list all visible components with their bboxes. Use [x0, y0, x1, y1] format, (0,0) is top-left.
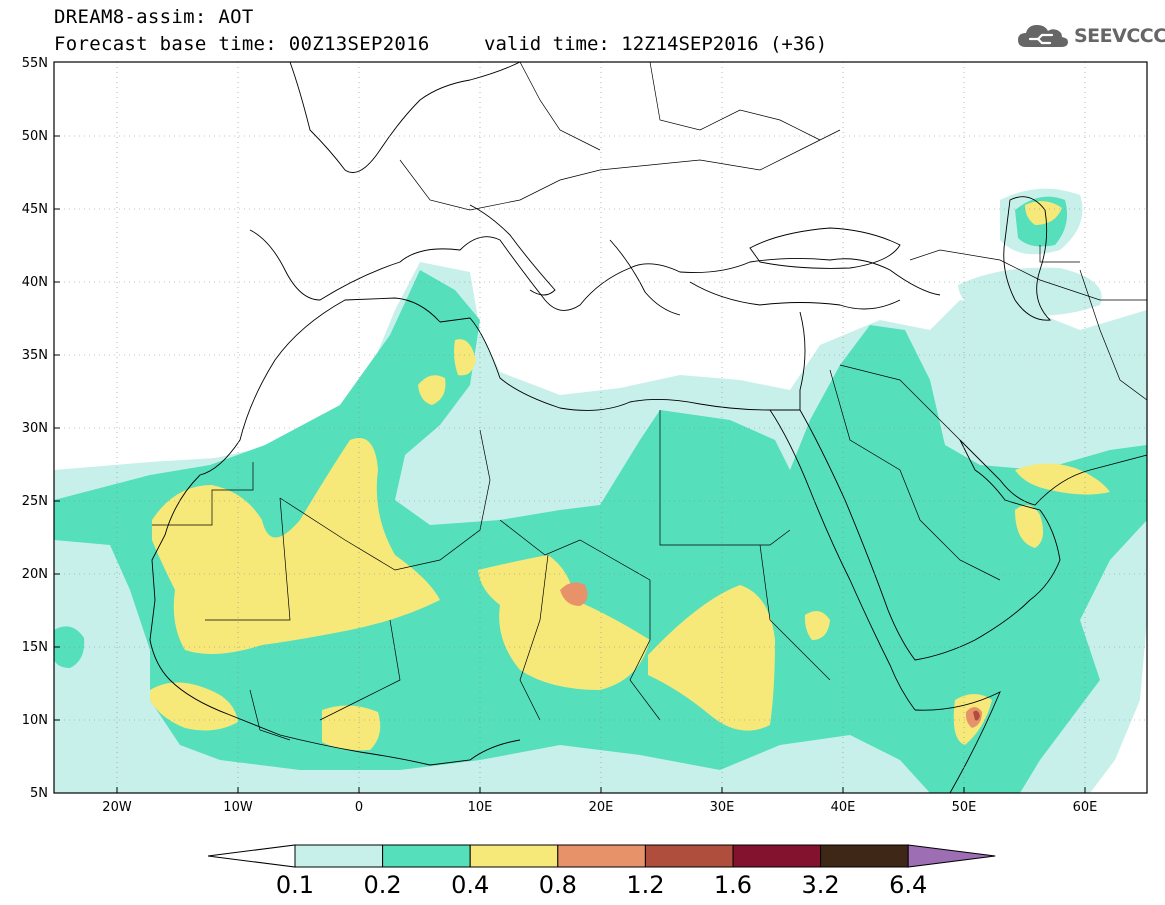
lat-label: 35N [22, 348, 48, 363]
legend-swatch [644, 844, 734, 868]
aot-band-0.4-0.8 [1015, 505, 1044, 548]
aot-band-0.2-0.4 [54, 270, 1147, 793]
legend-swatch [294, 844, 384, 868]
legend-label: 0.1 [276, 871, 314, 899]
lon-label: 10W [223, 800, 253, 815]
lon-label: 60E [1073, 800, 1098, 815]
legend-label: 1.2 [626, 871, 664, 899]
aot-band-0.4-0.8 [418, 375, 446, 405]
legend-swatch [820, 844, 909, 868]
coastline-north-africa [439, 317, 800, 411]
legend-label: 3.2 [802, 871, 840, 899]
coastline-caspian [1003, 196, 1051, 321]
lon-label: 30E [710, 800, 735, 815]
aot-band-0.8-1.2 [560, 582, 588, 606]
aot-band-0.4-0.8 [152, 438, 440, 654]
latitude-labels: 5N 10N 15N 20N 25N 30N 35N 40N 45N 50N 5… [22, 56, 48, 801]
legend-label: 0.2 [364, 871, 402, 899]
aot-band-1.2-1.6 [973, 710, 980, 721]
coastline-arabia [799, 409, 1061, 661]
cloud-icon [1018, 25, 1068, 47]
coastline-greece [609, 239, 681, 316]
lat-label: 40N [22, 275, 48, 290]
legend-label: 6.4 [889, 871, 927, 899]
aot-band-0.4-0.8 [478, 555, 650, 690]
country-borders [152, 62, 1147, 741]
lat-label: 25N [22, 494, 48, 509]
legend-swatch [207, 844, 296, 868]
color-legend: 0.1 0.2 0.4 0.8 1.2 1.6 3.2 6.4 [207, 844, 996, 899]
aot-band-0.4-0.8 [648, 585, 775, 731]
coastlines [149, 62, 1147, 793]
lon-label: 0 [355, 800, 363, 815]
legend-swatch [382, 844, 471, 868]
coastline-black-sea [749, 227, 901, 269]
tick-marks [54, 61, 1086, 794]
coastline-horn [914, 691, 1001, 793]
legend-swatch [469, 844, 559, 868]
lat-label: 50N [22, 129, 48, 144]
lat-label: 15N [22, 640, 48, 655]
legend-label: 1.6 [714, 871, 752, 899]
aot-band-0.4-0.8 [804, 611, 830, 640]
lon-label: 40E [831, 800, 856, 815]
coastline-west-africa [149, 297, 521, 766]
lon-label: 20E [589, 800, 614, 815]
aot-field [54, 188, 1147, 793]
aot-band-0.4-0.8 [1015, 463, 1110, 495]
lat-label: 30N [22, 421, 48, 436]
aot-band-0.4-0.8 [322, 705, 381, 751]
lon-label: 20W [102, 800, 132, 815]
coastline-europe [249, 229, 941, 311]
lon-label: 10E [468, 800, 493, 815]
legend-label: 0.4 [451, 871, 489, 899]
aot-band-0.4-0.8 [150, 682, 238, 731]
coastline-turkey [689, 281, 901, 310]
valid-time: valid time: 12Z14SEP2016 (+36) [484, 33, 828, 55]
lat-label: 20N [22, 567, 48, 582]
graticule [54, 62, 1147, 793]
map-title: DREAM8-assim: AOT [54, 6, 254, 28]
lat-label: 55N [22, 56, 48, 71]
longitude-labels: 20W 10W 0 10E 20E 30E 40E 50E 60E [102, 800, 1097, 815]
lat-label: 45N [22, 202, 48, 217]
seevccc-logo: SEEVCCC [1016, 21, 1165, 51]
aot-band-0.4-0.8 [1025, 201, 1062, 225]
coastline-northwest-europe [289, 62, 521, 173]
aot-band-0.1-0.2 [958, 267, 1102, 317]
logo-text: SEEVCCC [1074, 25, 1165, 47]
lat-label: 10N [22, 713, 48, 728]
lon-label: 50E [952, 800, 977, 815]
coastline-red-sea [769, 409, 916, 711]
legend-label: 0.8 [539, 871, 577, 899]
aot-band-0.4-0.8 [454, 339, 476, 376]
legend-swatch [557, 844, 646, 868]
lat-label: 5N [30, 786, 48, 801]
legend-swatch [907, 844, 996, 868]
legend-swatch [732, 844, 822, 868]
coastline-italy [469, 204, 556, 296]
coastline-gulf [959, 439, 1147, 506]
forecast-base-time: Forecast base time: 00Z13SEP2016 [54, 33, 430, 55]
